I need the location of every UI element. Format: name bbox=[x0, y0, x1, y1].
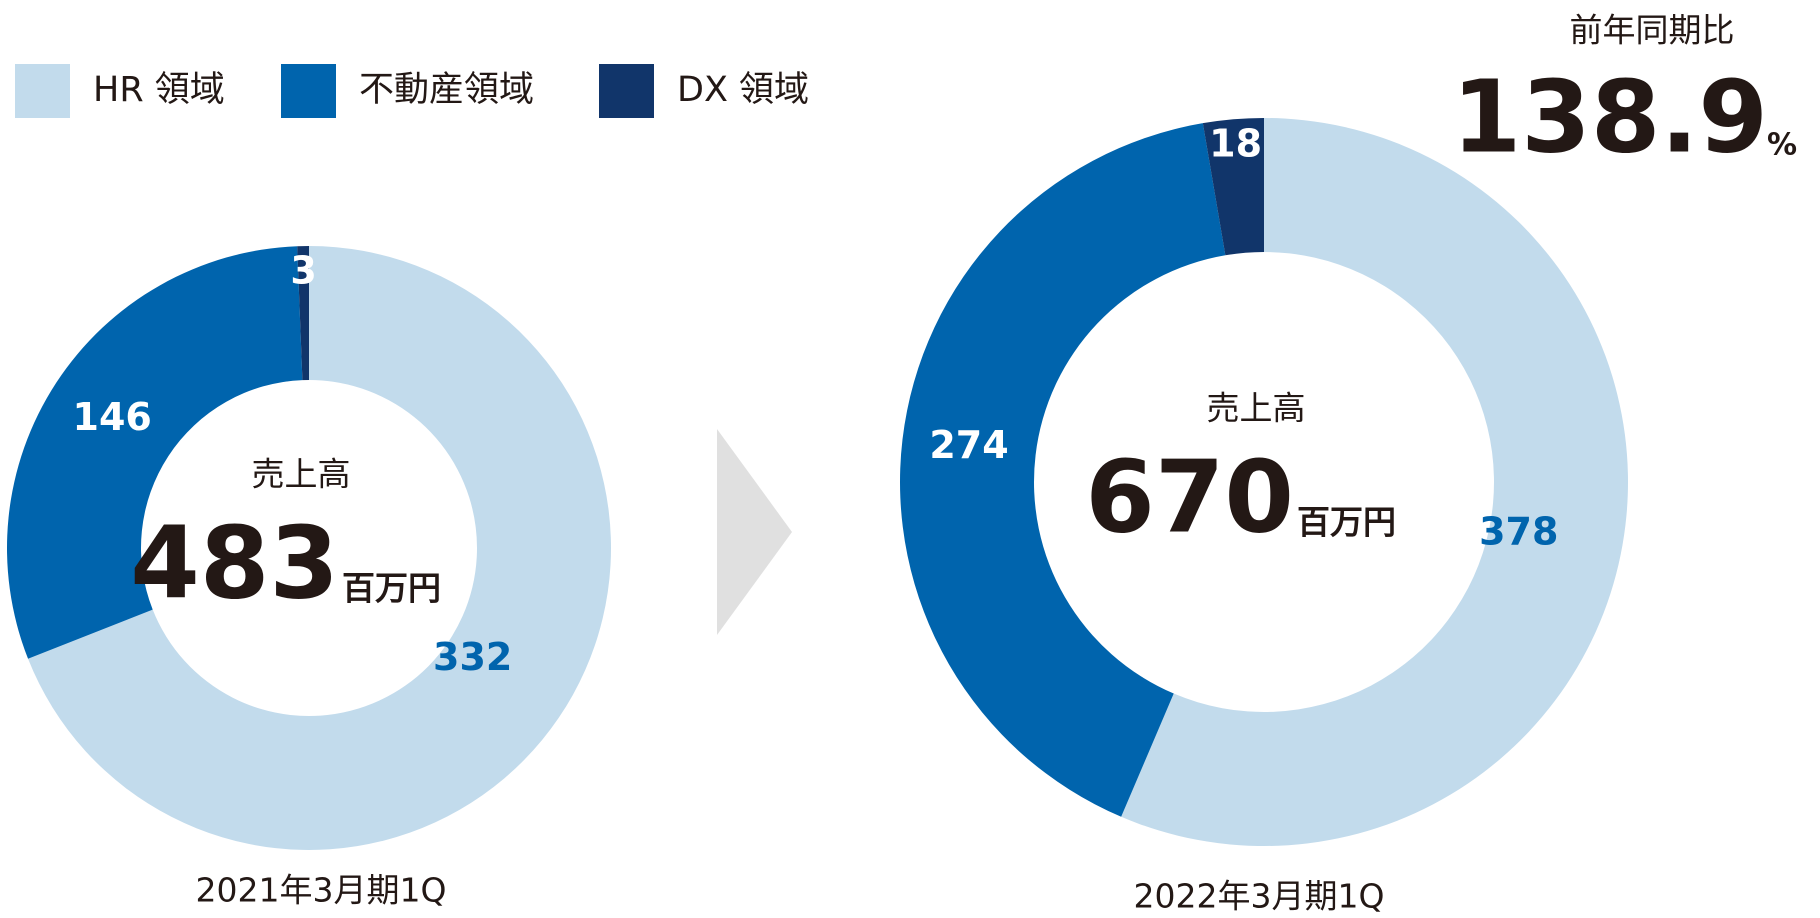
center-unit: 百万円 bbox=[1297, 503, 1396, 542]
data-label: 274 bbox=[929, 423, 1008, 467]
comparison-unit: % bbox=[1767, 128, 1797, 163]
comparison-value: 138.9 bbox=[1452, 58, 1768, 175]
arrow bbox=[717, 429, 792, 635]
donut-slice bbox=[1202, 118, 1264, 256]
data-label: 18 bbox=[1209, 122, 1262, 166]
legend-swatch bbox=[599, 64, 654, 118]
legend-label: DX 領域 bbox=[677, 70, 809, 110]
data-label: 378 bbox=[1479, 510, 1558, 554]
donut-slice bbox=[7, 246, 303, 659]
legend-label: HR 領域 bbox=[93, 70, 225, 110]
center-label: 売上高 bbox=[252, 455, 351, 494]
data-label: 3 bbox=[290, 249, 316, 293]
comparison-label: 前年同期比 bbox=[1570, 11, 1735, 50]
chart-caption: 2021年3月期1Q bbox=[196, 871, 447, 910]
donut-slice bbox=[1121, 118, 1628, 846]
center-total: 483 bbox=[130, 504, 339, 621]
legend-swatch bbox=[281, 64, 336, 118]
donut-slice bbox=[297, 246, 309, 381]
data-label: 332 bbox=[433, 635, 512, 679]
center-total: 670 bbox=[1085, 438, 1294, 555]
legend-label: 不動産領域 bbox=[359, 70, 534, 110]
donut-slice bbox=[900, 123, 1226, 817]
donut-slice bbox=[28, 246, 612, 850]
center-unit: 百万円 bbox=[342, 569, 441, 608]
center-label: 売上高 bbox=[1207, 389, 1306, 428]
chart-caption: 2022年3月期1Q bbox=[1134, 877, 1385, 916]
legend-swatch bbox=[15, 64, 70, 118]
data-label: 146 bbox=[73, 395, 152, 439]
